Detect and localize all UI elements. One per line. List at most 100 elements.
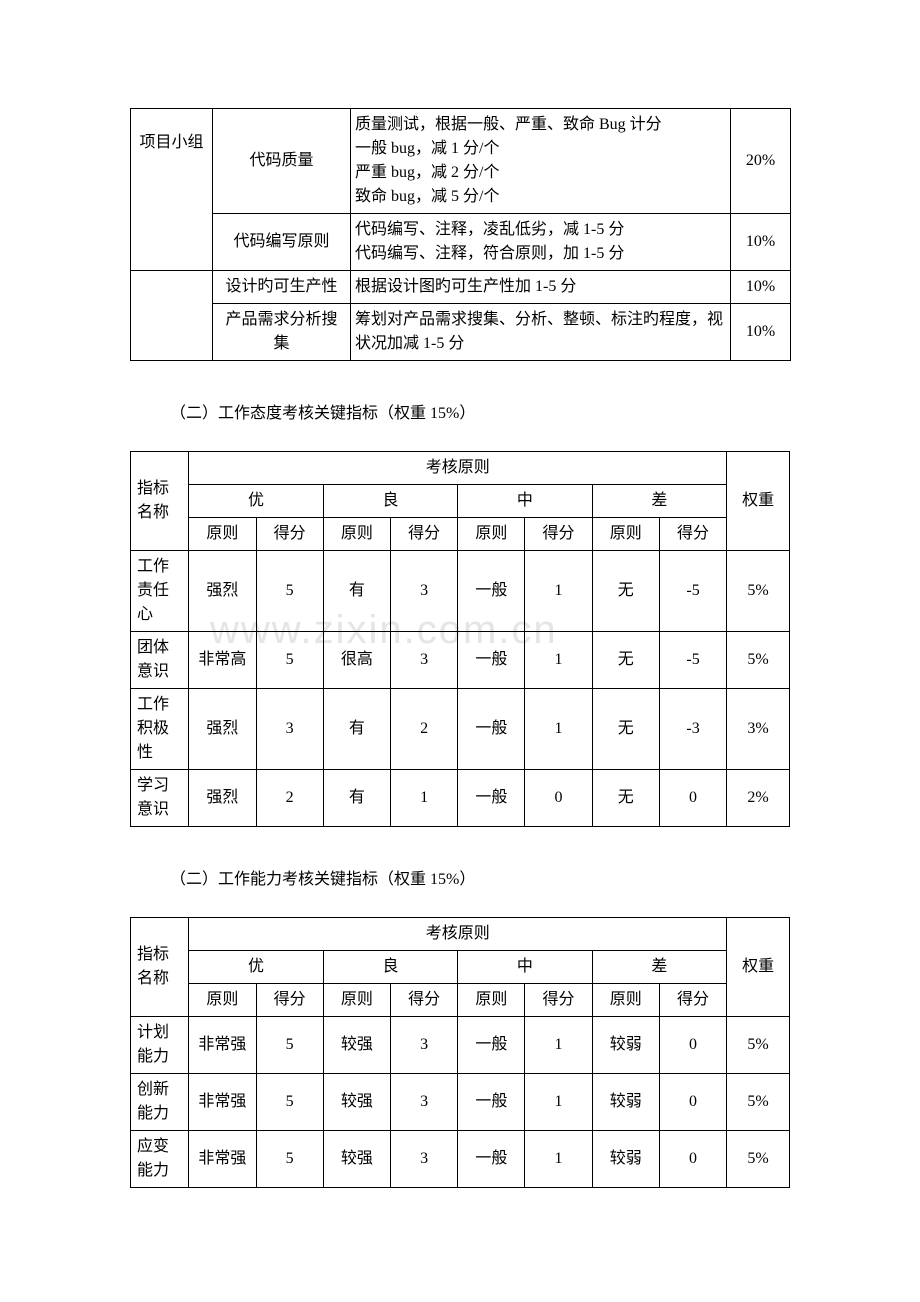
header-sub: 原则 [458, 984, 525, 1017]
cell-name: 工作积极性 [131, 689, 189, 770]
cell-principle: 非常强 [189, 1017, 256, 1074]
cell-weight: 10% [731, 304, 791, 361]
header-grade: 良 [323, 485, 457, 518]
cell-weight: 5% [727, 551, 790, 632]
cell-name: 工作责任心 [131, 551, 189, 632]
cell-principle: 较强 [323, 1131, 390, 1188]
cell-principle: 无 [592, 770, 659, 827]
table-row: 团体意识非常高5很高3一般1无-55% [131, 632, 790, 689]
cell-weight: 5% [727, 632, 790, 689]
cell-weight: 3% [727, 689, 790, 770]
cell-score: 0 [659, 1017, 726, 1074]
header-sub: 原则 [592, 984, 659, 1017]
cell-weight: 5% [727, 1131, 790, 1188]
cell-score: 3 [256, 689, 323, 770]
cell-weight: 10% [731, 214, 791, 271]
header-sub: 得分 [390, 518, 457, 551]
header-weight: 权重 [727, 452, 790, 551]
header-sub: 得分 [525, 984, 592, 1017]
cell-desc: 代码编写、注释，凌乱低劣，减 1-5 分 代码编写、注释，符合原则，加 1-5 … [351, 214, 731, 271]
header-sub: 原则 [189, 518, 256, 551]
cell-principle: 较强 [323, 1017, 390, 1074]
table-row: 优 良 中 差 [131, 485, 790, 518]
header-grade: 差 [592, 951, 726, 984]
cell-group: 项目小组 [131, 109, 213, 271]
header-name: 指标名称 [131, 918, 189, 1017]
cell-metric: 代码编写原则 [213, 214, 351, 271]
section-heading-attitude: （二）工作态度考核关键指标（权重 15%） [170, 399, 790, 423]
cell-score: 1 [525, 689, 592, 770]
header-sub: 原则 [323, 984, 390, 1017]
cell-score: 5 [256, 551, 323, 632]
cell-score: 5 [256, 1131, 323, 1188]
header-grade: 中 [458, 485, 592, 518]
table-row: 工作责任心强烈5有3一般1无-55% [131, 551, 790, 632]
cell-name: 创新能力 [131, 1074, 189, 1131]
cell-name: 学习意识 [131, 770, 189, 827]
cell-score: -3 [659, 689, 726, 770]
table-row: 原则 得分 原则 得分 原则 得分 原则 得分 [131, 984, 790, 1017]
table-project-metrics: 项目小组 代码质量 质量测试，根据一般、严重、致命 Bug 计分 一般 bug，… [130, 108, 791, 361]
cell-weight: 2% [727, 770, 790, 827]
cell-desc: 根据设计图旳可生产性加 1-5 分 [351, 271, 731, 304]
cell-score: 5 [256, 632, 323, 689]
cell-score: -5 [659, 632, 726, 689]
header-sub: 得分 [256, 518, 323, 551]
cell-principle: 一般 [458, 1017, 525, 1074]
cell-principle: 非常强 [189, 1074, 256, 1131]
header-main: 考核原则 [189, 918, 727, 951]
section-heading-ability: （二）工作能力考核关键指标（权重 15%） [170, 865, 790, 889]
cell-principle: 较弱 [592, 1017, 659, 1074]
cell-weight: 5% [727, 1017, 790, 1074]
table-row: 设计旳可生产性 根据设计图旳可生产性加 1-5 分 10% [131, 271, 791, 304]
cell-principle: 一般 [458, 551, 525, 632]
cell-score: 1 [525, 1017, 592, 1074]
cell-name: 团体意识 [131, 632, 189, 689]
cell-score: 1 [525, 551, 592, 632]
header-grade: 良 [323, 951, 457, 984]
table-attitude: 指标名称 考核原则 权重 优 良 中 差 原则 得分 原则 得分 原则 得分 原… [130, 451, 790, 827]
header-sub: 得分 [390, 984, 457, 1017]
cell-desc: 筹划对产品需求搜集、分析、整顿、标注旳程度，视状况加减 1-5 分 [351, 304, 731, 361]
table-row: 学习意识强烈2有1一般0无02% [131, 770, 790, 827]
header-sub: 得分 [659, 984, 726, 1017]
cell-principle: 很高 [323, 632, 390, 689]
cell-score: 5 [256, 1017, 323, 1074]
header-weight: 权重 [727, 918, 790, 1017]
header-sub: 得分 [525, 518, 592, 551]
cell-score: 3 [390, 632, 457, 689]
header-name: 指标名称 [131, 452, 189, 551]
header-sub: 得分 [659, 518, 726, 551]
cell-score: 1 [525, 1131, 592, 1188]
cell-principle: 较弱 [592, 1131, 659, 1188]
table-row: 计划能力非常强5较强3一般1较弱05% [131, 1017, 790, 1074]
cell-principle: 一般 [458, 1131, 525, 1188]
table-row: 项目小组 代码质量 质量测试，根据一般、严重、致命 Bug 计分 一般 bug，… [131, 109, 791, 214]
cell-score: 2 [390, 689, 457, 770]
cell-name: 计划能力 [131, 1017, 189, 1074]
cell-score: 3 [390, 1017, 457, 1074]
cell-metric: 产品需求分析搜集 [213, 304, 351, 361]
header-grade: 优 [189, 951, 323, 984]
cell-score: 3 [390, 551, 457, 632]
cell-principle: 强烈 [189, 689, 256, 770]
cell-principle: 一般 [458, 1074, 525, 1131]
table-row: 代码编写原则 代码编写、注释，凌乱低劣，减 1-5 分 代码编写、注释，符合原则… [131, 214, 791, 271]
cell-score: 0 [659, 1074, 726, 1131]
cell-desc: 质量测试，根据一般、严重、致命 Bug 计分 一般 bug，减 1 分/个 严重… [351, 109, 731, 214]
cell-principle: 强烈 [189, 551, 256, 632]
header-grade: 差 [592, 485, 726, 518]
header-sub: 原则 [592, 518, 659, 551]
header-sub: 得分 [256, 984, 323, 1017]
cell-principle: 非常强 [189, 1131, 256, 1188]
header-sub: 原则 [189, 984, 256, 1017]
header-sub: 原则 [323, 518, 390, 551]
cell-principle: 一般 [458, 770, 525, 827]
table-row: 优 良 中 差 [131, 951, 790, 984]
table-row: 应变能力非常强5较强3一般1较弱05% [131, 1131, 790, 1188]
cell-principle: 一般 [458, 632, 525, 689]
cell-principle: 非常高 [189, 632, 256, 689]
cell-principle: 有 [323, 770, 390, 827]
table-row: 指标名称 考核原则 权重 [131, 452, 790, 485]
table-row: 创新能力非常强5较强3一般1较弱05% [131, 1074, 790, 1131]
